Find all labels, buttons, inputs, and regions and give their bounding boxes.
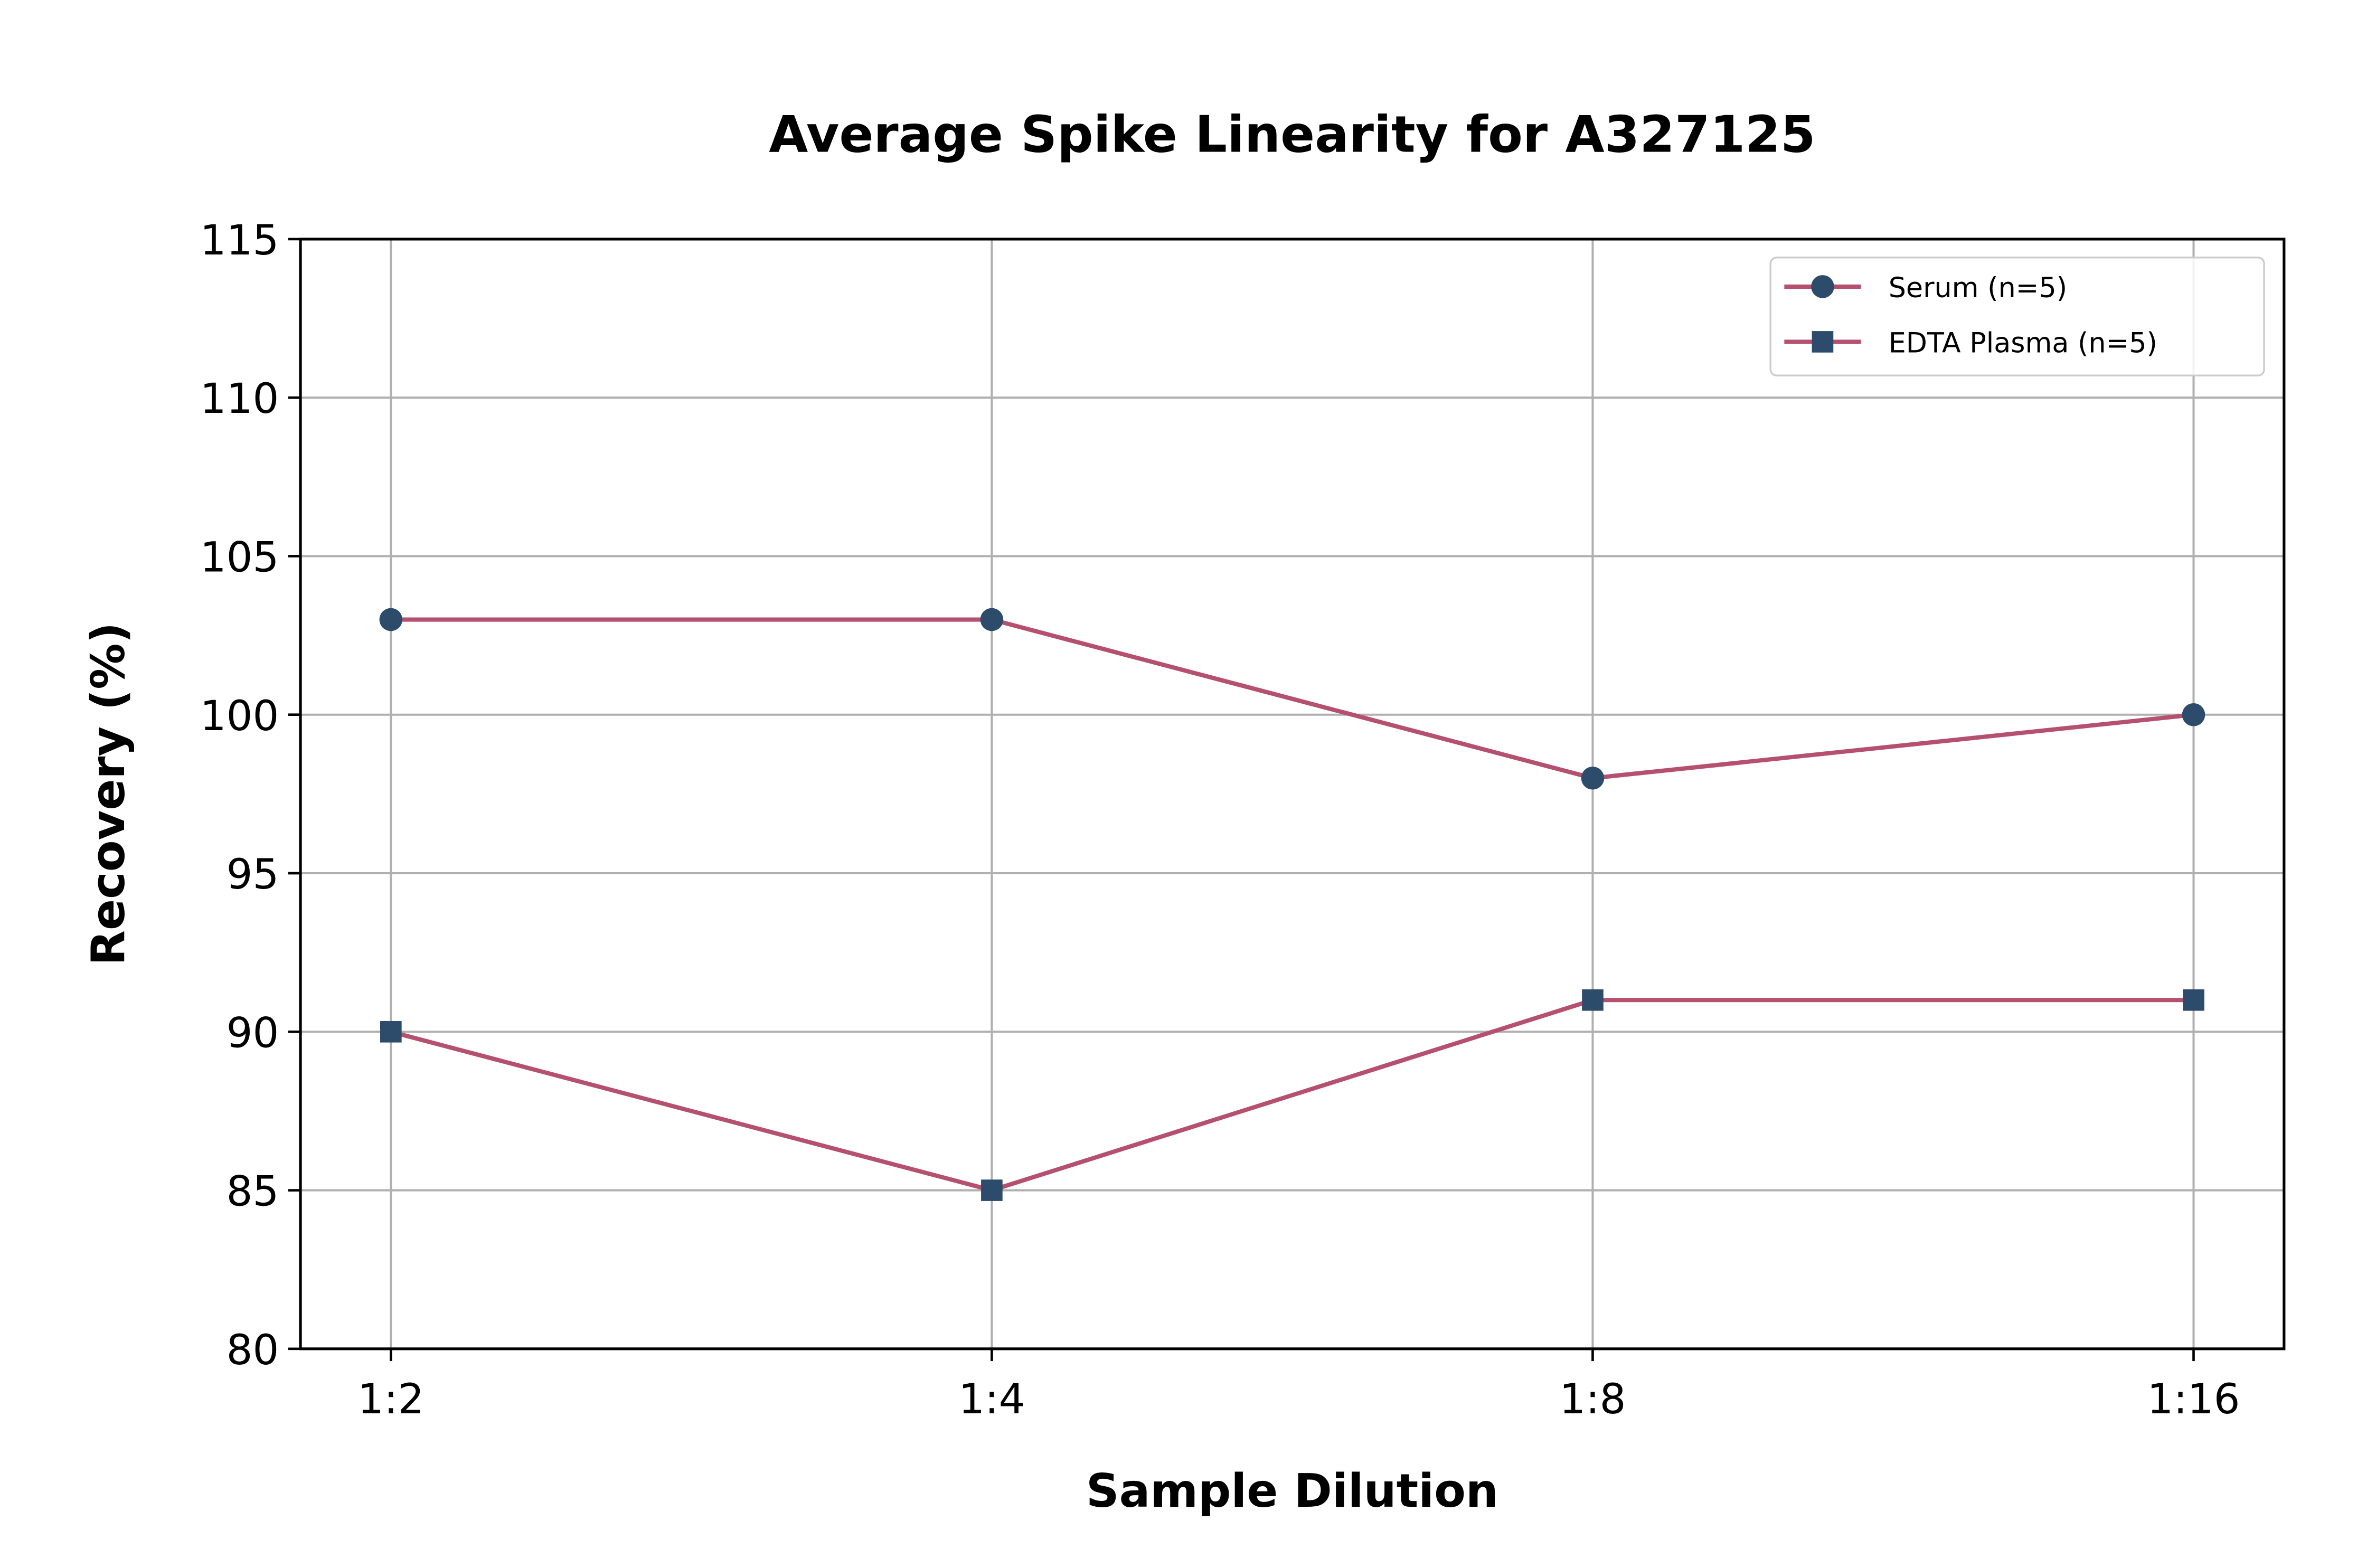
legend-label-1: EDTA Plasma (n=5) — [1889, 328, 2157, 360]
x-tick-label: 1:8 — [1559, 1375, 1626, 1423]
series-markers — [379, 608, 2205, 1201]
y-tick-label: 80 — [227, 1326, 279, 1374]
data-point-series-1 — [2183, 989, 2204, 1011]
data-point-series-0 — [980, 608, 1004, 631]
legend: Serum (n=5) EDTA Plasma (n=5) — [1769, 257, 2265, 377]
data-point-series-1 — [380, 1021, 402, 1043]
legend-marker-1 — [1812, 331, 1834, 353]
y-tick-label: 95 — [227, 851, 279, 899]
series-line-0 — [391, 617, 2194, 780]
legend-label-0: Serum (n=5) — [1889, 272, 2067, 304]
y-tick-label: 100 — [200, 692, 279, 740]
y-tick-label: 115 — [200, 216, 279, 265]
legend-box — [1769, 257, 2265, 377]
x-axis: 1:2 1:4 1:8 1:16 — [357, 1348, 2240, 1423]
x-axis-label: Sample Dilution — [1086, 1464, 1498, 1518]
legend-marker-0 — [1811, 275, 1834, 298]
x-tick-label: 1:2 — [357, 1375, 424, 1423]
data-point-series-1 — [1582, 989, 1604, 1011]
y-tick-label: 110 — [200, 375, 279, 423]
y-tick-label: 105 — [200, 533, 279, 581]
series-line-1 — [390, 998, 2194, 1193]
data-point-series-1 — [981, 1179, 1003, 1201]
data-point-series-0 — [2182, 703, 2205, 726]
series-lines — [390, 617, 2194, 1193]
data-point-series-0 — [1581, 767, 1605, 790]
plot-frame — [299, 238, 2286, 1350]
y-axis: 80 85 90 95 100 105 110 115 — [200, 216, 301, 1374]
x-tick-label: 1:4 — [958, 1375, 1025, 1423]
y-tick-label: 85 — [227, 1168, 279, 1216]
x-tick-label: 1:16 — [2147, 1375, 2240, 1423]
y-axis-label: Recovery (%) — [81, 622, 135, 966]
y-tick-label: 90 — [227, 1009, 279, 1057]
chart-title: Average Spike Linearity for A327125 — [769, 105, 1815, 164]
data-point-series-0 — [379, 608, 403, 631]
